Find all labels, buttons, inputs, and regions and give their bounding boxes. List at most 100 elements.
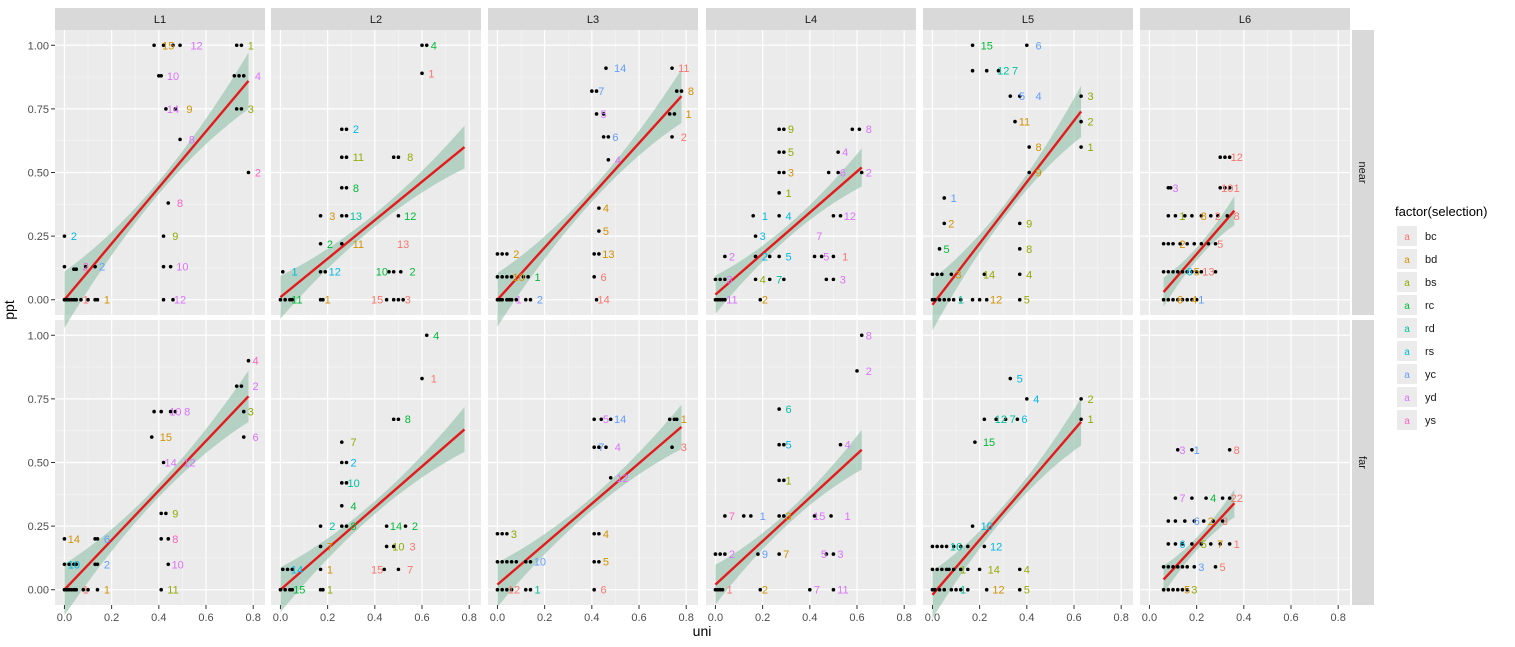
legend-key [1397,341,1417,361]
data-point [1166,565,1171,569]
data-point [1017,297,1022,302]
data-point [1190,447,1194,452]
point-label: 9 [788,124,794,136]
facet-strip-label: L5 [1022,14,1034,26]
data-point [283,587,287,592]
data-point [1211,519,1215,523]
point-label: 3 [955,269,961,281]
data-point [161,460,166,465]
point-label: 12 [992,585,1004,597]
data-point [234,43,239,48]
data-point [958,567,963,572]
data-point [344,481,349,485]
data-point [384,297,389,302]
x-tick-label: 0.8 [897,612,912,624]
point-label: 1 [431,374,437,386]
point-label: 2 [866,168,872,180]
x-tick-label: 0.6 [198,612,213,624]
data-point [523,559,528,564]
data-point [285,567,290,572]
y-tick-label: 0.00 [28,295,49,307]
point-label: 1 [681,414,687,426]
point-label: 15 [981,40,993,52]
point-label: 2 [327,239,333,251]
point-label: 4 [615,155,621,167]
point-label: 2 [255,168,261,180]
data-point [958,297,963,302]
data-point [159,537,163,541]
point-label: 1 [727,585,733,597]
data-point [1204,496,1208,500]
data-point [391,269,396,274]
point-label: 15 [983,437,995,449]
data-point [280,269,285,274]
data-point [318,524,323,528]
data-point [1166,241,1171,246]
x-tick-label: 0.4 [584,612,599,624]
x-tick-label: 0.4 [1019,612,1034,624]
data-point [495,587,500,592]
facet-strip [1140,8,1350,30]
point-label: 3 [248,407,254,419]
data-point [1201,519,1206,523]
data-point [758,297,763,302]
point-label: 12 [990,541,1002,553]
data-point [528,587,533,592]
data-point [500,531,504,536]
legend-key-glyph: a [1404,255,1410,266]
regression-line [496,95,683,301]
point-label: 13 [397,239,409,251]
facet-strip [488,8,698,30]
data-point [1192,565,1197,569]
point-label: 15 [293,585,305,597]
x-tick-label: 0.2 [104,612,119,624]
point-label: 1 [292,267,298,279]
legend-label: rd [1425,323,1435,335]
point-label: 6 [104,534,110,546]
facet-row-label: near [1356,161,1368,183]
point-label: 7 [1010,414,1016,426]
data-point [836,170,840,175]
point-label: 4 [760,274,766,286]
data-point [166,562,171,567]
data-point [1171,241,1175,246]
data-point [495,275,500,279]
data-point [812,514,817,518]
data-point [753,277,758,282]
data-point [777,478,781,483]
data-point [767,254,772,259]
data-point [857,127,862,132]
data-point [777,127,781,132]
data-point [95,562,100,567]
data-point [601,135,606,139]
point-label: 3 [840,274,846,286]
point-label: 2 [762,585,768,597]
facet-strip-label: L1 [154,14,166,26]
regression-line [1162,502,1236,581]
data-point [930,272,935,277]
data-point [713,552,718,556]
data-point [831,552,836,556]
point-label: 14 [614,414,626,426]
point-label: 7 [729,511,735,523]
x-tick-label: 0.2 [320,612,335,624]
point-label: 12 [174,295,186,307]
point-label: 2 [252,381,258,393]
data-point [1161,587,1166,592]
data-point [777,407,781,411]
legend-label: rc [1425,300,1435,312]
point-label: 8 [353,183,359,195]
facet-row-label: far [1356,456,1368,469]
data-point [1190,269,1194,274]
point-label: 4 [1036,91,1042,103]
data-point [670,135,674,139]
data-point [290,587,295,592]
data-point [74,267,79,271]
x-axis-title: uni [693,623,712,639]
data-point [67,562,71,567]
point-label: 15 [371,564,383,576]
legend-key [1397,387,1417,407]
